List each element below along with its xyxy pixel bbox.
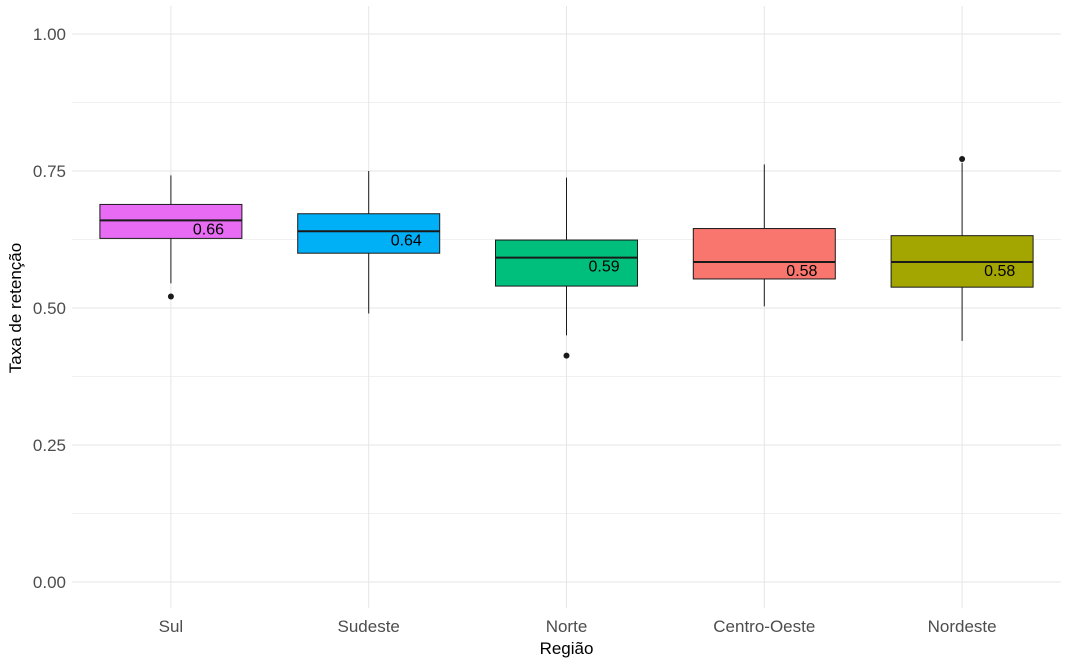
outlier-point — [167, 293, 174, 300]
y-axis-title: Taxa de retenção — [6, 243, 25, 373]
y-axis-ticks: 0.00 0.25 0.50 0.75 1.00 — [33, 25, 66, 592]
box-body — [297, 213, 441, 254]
y-tick-label: 0.00 — [33, 573, 66, 592]
median-label: 0.58 — [786, 263, 817, 280]
y-tick-label: 0.75 — [33, 162, 66, 181]
box-body — [99, 203, 243, 239]
median-label: 0.66 — [193, 221, 224, 238]
boxes: 0.66 0.64 0.59 0.58 0.58 — [99, 155, 1034, 359]
median-label: 0.64 — [391, 232, 422, 249]
y-tick-label: 1.00 — [33, 25, 66, 44]
x-tick-label: Sudeste — [338, 617, 400, 636]
x-tick-label: Nordeste — [928, 617, 997, 636]
box-sudeste: 0.64 — [297, 171, 441, 314]
y-tick-label: 0.50 — [33, 299, 66, 318]
median-label: 0.59 — [589, 259, 620, 276]
x-axis-ticks: Sul Sudeste Norte Centro-Oeste Nordeste — [159, 617, 997, 636]
y-tick-label: 0.25 — [33, 436, 66, 455]
outlier-point — [563, 352, 570, 359]
box-centro-oeste: 0.58 — [692, 164, 836, 307]
x-tick-label: Sul — [159, 617, 184, 636]
box-body — [692, 228, 836, 280]
x-axis-title: Região — [540, 639, 594, 658]
box-norte: 0.59 — [495, 177, 638, 359]
x-tick-label: Centro-Oeste — [713, 617, 815, 636]
box-sul: 0.66 — [99, 175, 243, 300]
box-body — [495, 239, 638, 287]
x-tick-label: Norte — [546, 617, 588, 636]
box-nordeste: 0.58 — [890, 155, 1034, 341]
outlier-point — [959, 155, 966, 162]
median-label: 0.58 — [984, 263, 1015, 280]
